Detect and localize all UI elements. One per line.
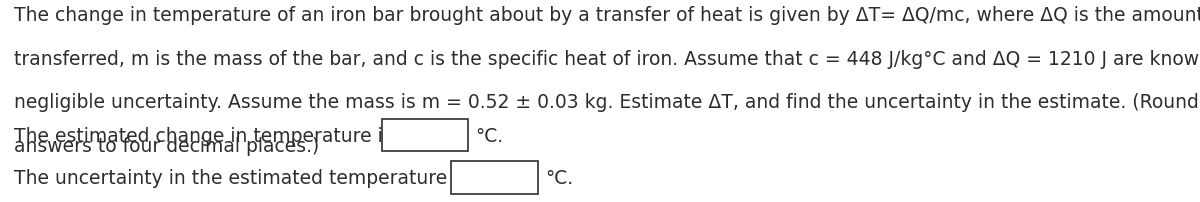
Text: °C.: °C. bbox=[545, 168, 572, 187]
Text: The uncertainty in the estimated temperature is: The uncertainty in the estimated tempera… bbox=[14, 168, 469, 187]
Text: transferred, m is the mass of the bar, and c is the specific heat of iron. Assum: transferred, m is the mass of the bar, a… bbox=[14, 49, 1200, 68]
Text: °C.: °C. bbox=[475, 126, 503, 145]
FancyBboxPatch shape bbox=[382, 119, 468, 152]
Text: answers to four decimal places.): answers to four decimal places.) bbox=[14, 136, 319, 155]
Text: The change in temperature of an iron bar brought about by a transfer of heat is : The change in temperature of an iron bar… bbox=[14, 6, 1200, 25]
Text: negligible uncertainty. Assume the mass is m = 0.52 ± 0.03 kg. Estimate ΔT, and : negligible uncertainty. Assume the mass … bbox=[14, 93, 1200, 112]
Text: The estimated change in temperature is: The estimated change in temperature is bbox=[14, 126, 394, 145]
FancyBboxPatch shape bbox=[451, 162, 538, 194]
